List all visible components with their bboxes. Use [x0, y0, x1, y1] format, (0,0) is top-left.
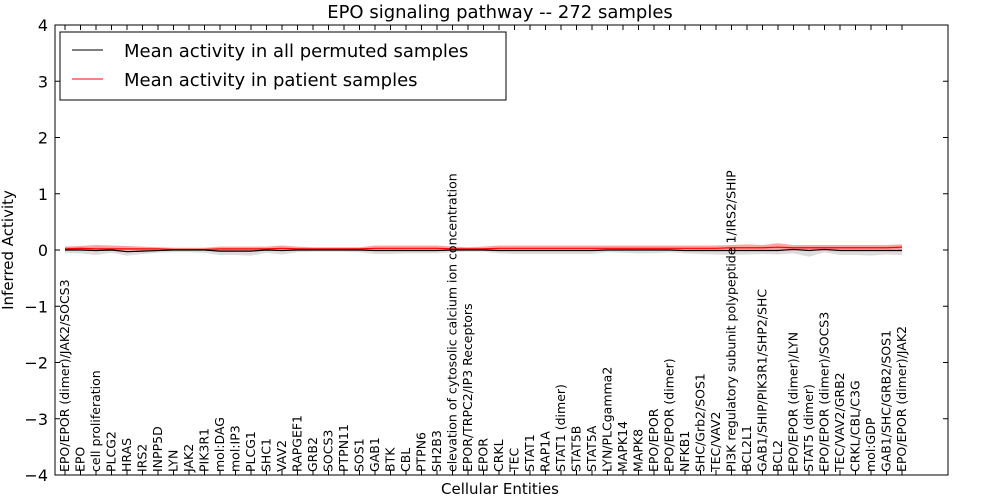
x-category-label: STAT5 (dimer) [801, 384, 816, 472]
y-tick-label: 2 [38, 129, 48, 148]
x-category-label: INPP5D [150, 426, 165, 472]
x-category-label: elevation of cytosolic calcium ion conce… [445, 173, 460, 472]
x-category-label: TEC/VAV2 [708, 412, 723, 473]
x-category-label: SOS1 [352, 438, 367, 472]
x-category-label: PTPN6 [414, 432, 429, 472]
x-category-label: LYN [166, 450, 181, 472]
x-category-label: TEC/VAV2/GRB2 [832, 372, 847, 473]
x-category-label: CRKL [491, 439, 506, 472]
x-category-label: PI3K regulatory subunit polypeptide 1/IR… [724, 170, 739, 472]
x-category-label: BCL2L1 [739, 425, 754, 472]
x-category-label: EPOR/TRPC2/IP3 Receptors [460, 303, 475, 472]
x-category-label: RAPGEF1 [290, 415, 305, 472]
x-category-label: GRB2 [305, 437, 320, 472]
y-tick-label: −4 [24, 466, 48, 485]
x-category-label: LYN/PLCgamma2 [600, 367, 615, 472]
y-tick-label: −1 [24, 297, 48, 316]
x-category-label: CBL [398, 448, 413, 472]
x-category-label: HRAS [119, 438, 134, 472]
x-category-label: cell proliferation [88, 370, 103, 472]
x-category-label: SHC/Grb2/SOS1 [693, 373, 708, 472]
x-category-label: SHC1 [259, 438, 274, 472]
y-tick-label: −3 [24, 410, 48, 429]
permuted-band [65, 247, 902, 257]
x-category-label: STAT1 (dimer) [553, 384, 568, 472]
x-category-label: GAB1 [367, 437, 382, 472]
series-lines [64, 246, 903, 253]
x-category-label: GAB1/SHC/GRB2/SOS1 [879, 330, 894, 472]
x-category-label: mol:DAG [212, 417, 227, 472]
y-tick-label: 1 [38, 185, 48, 204]
x-category-label: EPO/EPOR (dimer)/JAK2/SOCS3 [57, 279, 72, 472]
x-category-label: EPO/EPOR (dimer)/JAK2 [894, 326, 909, 472]
x-category-label: GAB1/SHIP/PIK3R1/SHP2/SHC [755, 289, 770, 472]
x-category-label: PLCG1 [243, 431, 258, 472]
y-axis: −4 −3 −2 −1 0 1 2 3 4 [24, 16, 948, 485]
y-tick-label: −2 [24, 354, 48, 373]
legend-box [59, 31, 507, 101]
series-line-permuted [65, 248, 902, 253]
x-category-label: EPO [73, 447, 88, 472]
legend: Mean activity in all permuted samples Me… [59, 31, 507, 101]
x-category-label: IRS2 [135, 444, 150, 472]
x-category-label: JAK2 [181, 444, 196, 473]
x-category-label: SH2B3 [429, 430, 444, 472]
chart-title: EPO signaling pathway -- 272 samples [327, 2, 673, 23]
x-category-label: mol:GDP [863, 417, 878, 472]
x-category-label: EPOR [476, 438, 491, 472]
x-category-label: EPO/EPOR [646, 408, 661, 472]
x-category-label: NFKB1 [677, 431, 692, 472]
x-category-label: PIK3R1 [197, 428, 212, 472]
x-category-label: BCL2 [770, 440, 785, 472]
x-category-label: BTK [383, 447, 398, 472]
x-category-label: CRKL/CBL/C3G [848, 380, 863, 472]
y-axis-label: Inferred Activity [0, 190, 17, 310]
x-category-label: PTPN11 [336, 424, 351, 472]
x-category-label: RAP1A [538, 431, 553, 472]
x-category-label: EPO/EPOR (dimer)/SOCS3 [817, 312, 832, 472]
x-category-label: STAT5B [569, 426, 584, 472]
x-axis: EPO/EPOR (dimer)/JAK2/SOCS3 EPO cell proli… [57, 25, 909, 475]
x-category-label: EPO/EPOR (dimer) [662, 358, 677, 472]
legend-label-patient: Mean activity in patient samples [124, 70, 418, 91]
x-category-label: VAV2 [274, 440, 289, 472]
x-category-label: TEC [507, 447, 522, 473]
x-category-label: mol:IP3 [228, 425, 243, 472]
x-category-label: STAT1 [522, 434, 537, 472]
x-category-label: SOCS3 [321, 430, 336, 472]
legend-label-permuted: Mean activity in all permuted samples [124, 41, 468, 62]
y-tick-label: 3 [38, 72, 48, 91]
x-category-label: MAPK8 [631, 429, 646, 472]
x-category-label: MAPK14 [615, 421, 630, 472]
x-category-label: STAT5A [584, 425, 599, 472]
x-axis-label: Cellular Entities [441, 480, 559, 498]
y-tick-label: 0 [38, 241, 48, 260]
y-tick-label: 4 [38, 16, 48, 35]
x-category-label: PLCG2 [104, 431, 119, 472]
x-category-label: EPO/EPOR (dimer)/LYN [786, 332, 801, 472]
